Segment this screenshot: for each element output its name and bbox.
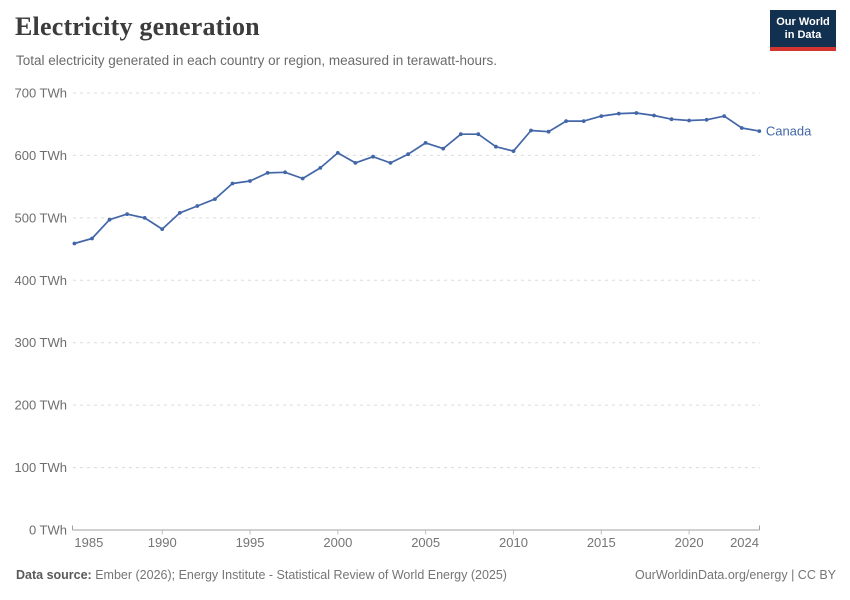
data-point-marker[interactable]	[283, 170, 287, 175]
data-point-marker[interactable]	[213, 197, 217, 201]
data-point-marker[interactable]	[581, 119, 586, 123]
data-point-marker[interactable]	[230, 181, 235, 186]
data-point-marker[interactable]	[353, 161, 358, 165]
credit-link[interactable]: OurWorldinData.org/energy | CC BY	[634, 568, 836, 582]
data-point-marker[interactable]	[125, 212, 129, 217]
data-point-marker[interactable]	[757, 129, 762, 133]
series-end-label[interactable]: Canada	[766, 124, 812, 139]
y-axis-tick-label: 700 TWh	[14, 85, 67, 100]
data-point-marker[interactable]	[546, 129, 551, 134]
data-point-marker[interactable]	[669, 117, 674, 122]
data-point-marker[interactable]	[634, 111, 639, 115]
data-point-marker[interactable]	[318, 166, 323, 170]
owid-logo-line1: Our World	[776, 16, 830, 28]
data-point-marker[interactable]	[739, 126, 744, 130]
data-source-label: Data source:	[16, 568, 92, 582]
x-axis-tick-label: 1985	[74, 535, 103, 550]
y-axis-tick-label: 0 TWh	[29, 523, 67, 538]
data-point-marker[interactable]	[458, 132, 463, 137]
data-point-marker[interactable]	[529, 128, 533, 133]
x-axis-tick-label: 2020	[675, 535, 704, 550]
data-point-marker[interactable]	[511, 149, 516, 153]
data-point-marker[interactable]	[599, 114, 604, 118]
x-axis-tick-label: 1990	[148, 535, 177, 550]
data-point-marker[interactable]	[90, 236, 94, 241]
x-axis-tick-label: 2010	[499, 535, 528, 550]
data-point-marker[interactable]	[687, 118, 691, 123]
data-point-marker[interactable]	[441, 146, 446, 151]
data-source-note: Data source: Ember (2026); Energy Instit…	[16, 568, 507, 582]
y-axis-tick-label: 600 TWh	[14, 148, 67, 163]
y-axis-tick-label: 100 TWh	[14, 460, 67, 475]
data-point-marker[interactable]	[72, 241, 77, 246]
y-axis-tick-label: 300 TWh	[14, 335, 67, 350]
data-point-marker[interactable]	[265, 171, 270, 175]
data-point-marker[interactable]	[722, 114, 727, 118]
x-axis-tick-label: 2024	[730, 535, 759, 550]
data-point-marker[interactable]	[704, 117, 709, 122]
data-point-marker[interactable]	[494, 144, 498, 149]
x-axis-tick-label: 2015	[587, 535, 616, 550]
data-point-marker[interactable]	[142, 216, 147, 220]
chart-subtitle: Total electricity generated in each coun…	[16, 53, 497, 68]
x-axis-tick-label: 2000	[323, 535, 352, 550]
data-point-marker[interactable]	[177, 211, 182, 215]
data-point-marker[interactable]	[107, 217, 112, 222]
data-point-marker[interactable]	[423, 141, 428, 145]
data-point-marker[interactable]	[476, 132, 481, 137]
y-axis-tick-label: 500 TWh	[14, 210, 67, 225]
data-point-marker[interactable]	[160, 227, 165, 232]
chart-footer: Data source: Ember (2026); Energy Instit…	[16, 568, 836, 582]
owid-logo-line2: in Data	[784, 29, 822, 41]
data-point-marker[interactable]	[248, 179, 252, 183]
y-axis-tick-label: 400 TWh	[14, 273, 67, 288]
data-point-marker[interactable]	[300, 176, 305, 181]
data-point-marker[interactable]	[388, 161, 393, 165]
data-point-marker[interactable]	[335, 151, 340, 155]
data-point-marker[interactable]	[652, 113, 656, 118]
data-point-marker[interactable]	[195, 204, 200, 208]
page-title: Electricity generation	[15, 12, 260, 41]
canada-line-series[interactable]	[73, 112, 761, 245]
owid-logo[interactable]: Our World in Data	[770, 10, 836, 51]
data-source-text: Ember (2026); Energy Institute - Statist…	[91, 568, 507, 582]
line-chart: 0 TWh 100 TWh 200 TWh 300 TWh 400 TWh 500 TWh…	[14, 85, 812, 550]
data-point-marker[interactable]	[406, 152, 410, 157]
x-axis-tick-label: 1995	[236, 535, 265, 550]
data-point-marker[interactable]	[616, 111, 621, 116]
data-point-marker[interactable]	[371, 154, 375, 159]
y-axis-tick-label: 200 TWh	[14, 398, 67, 413]
x-axis-tick-label: 2005	[411, 535, 440, 550]
data-point-marker[interactable]	[564, 119, 568, 123]
